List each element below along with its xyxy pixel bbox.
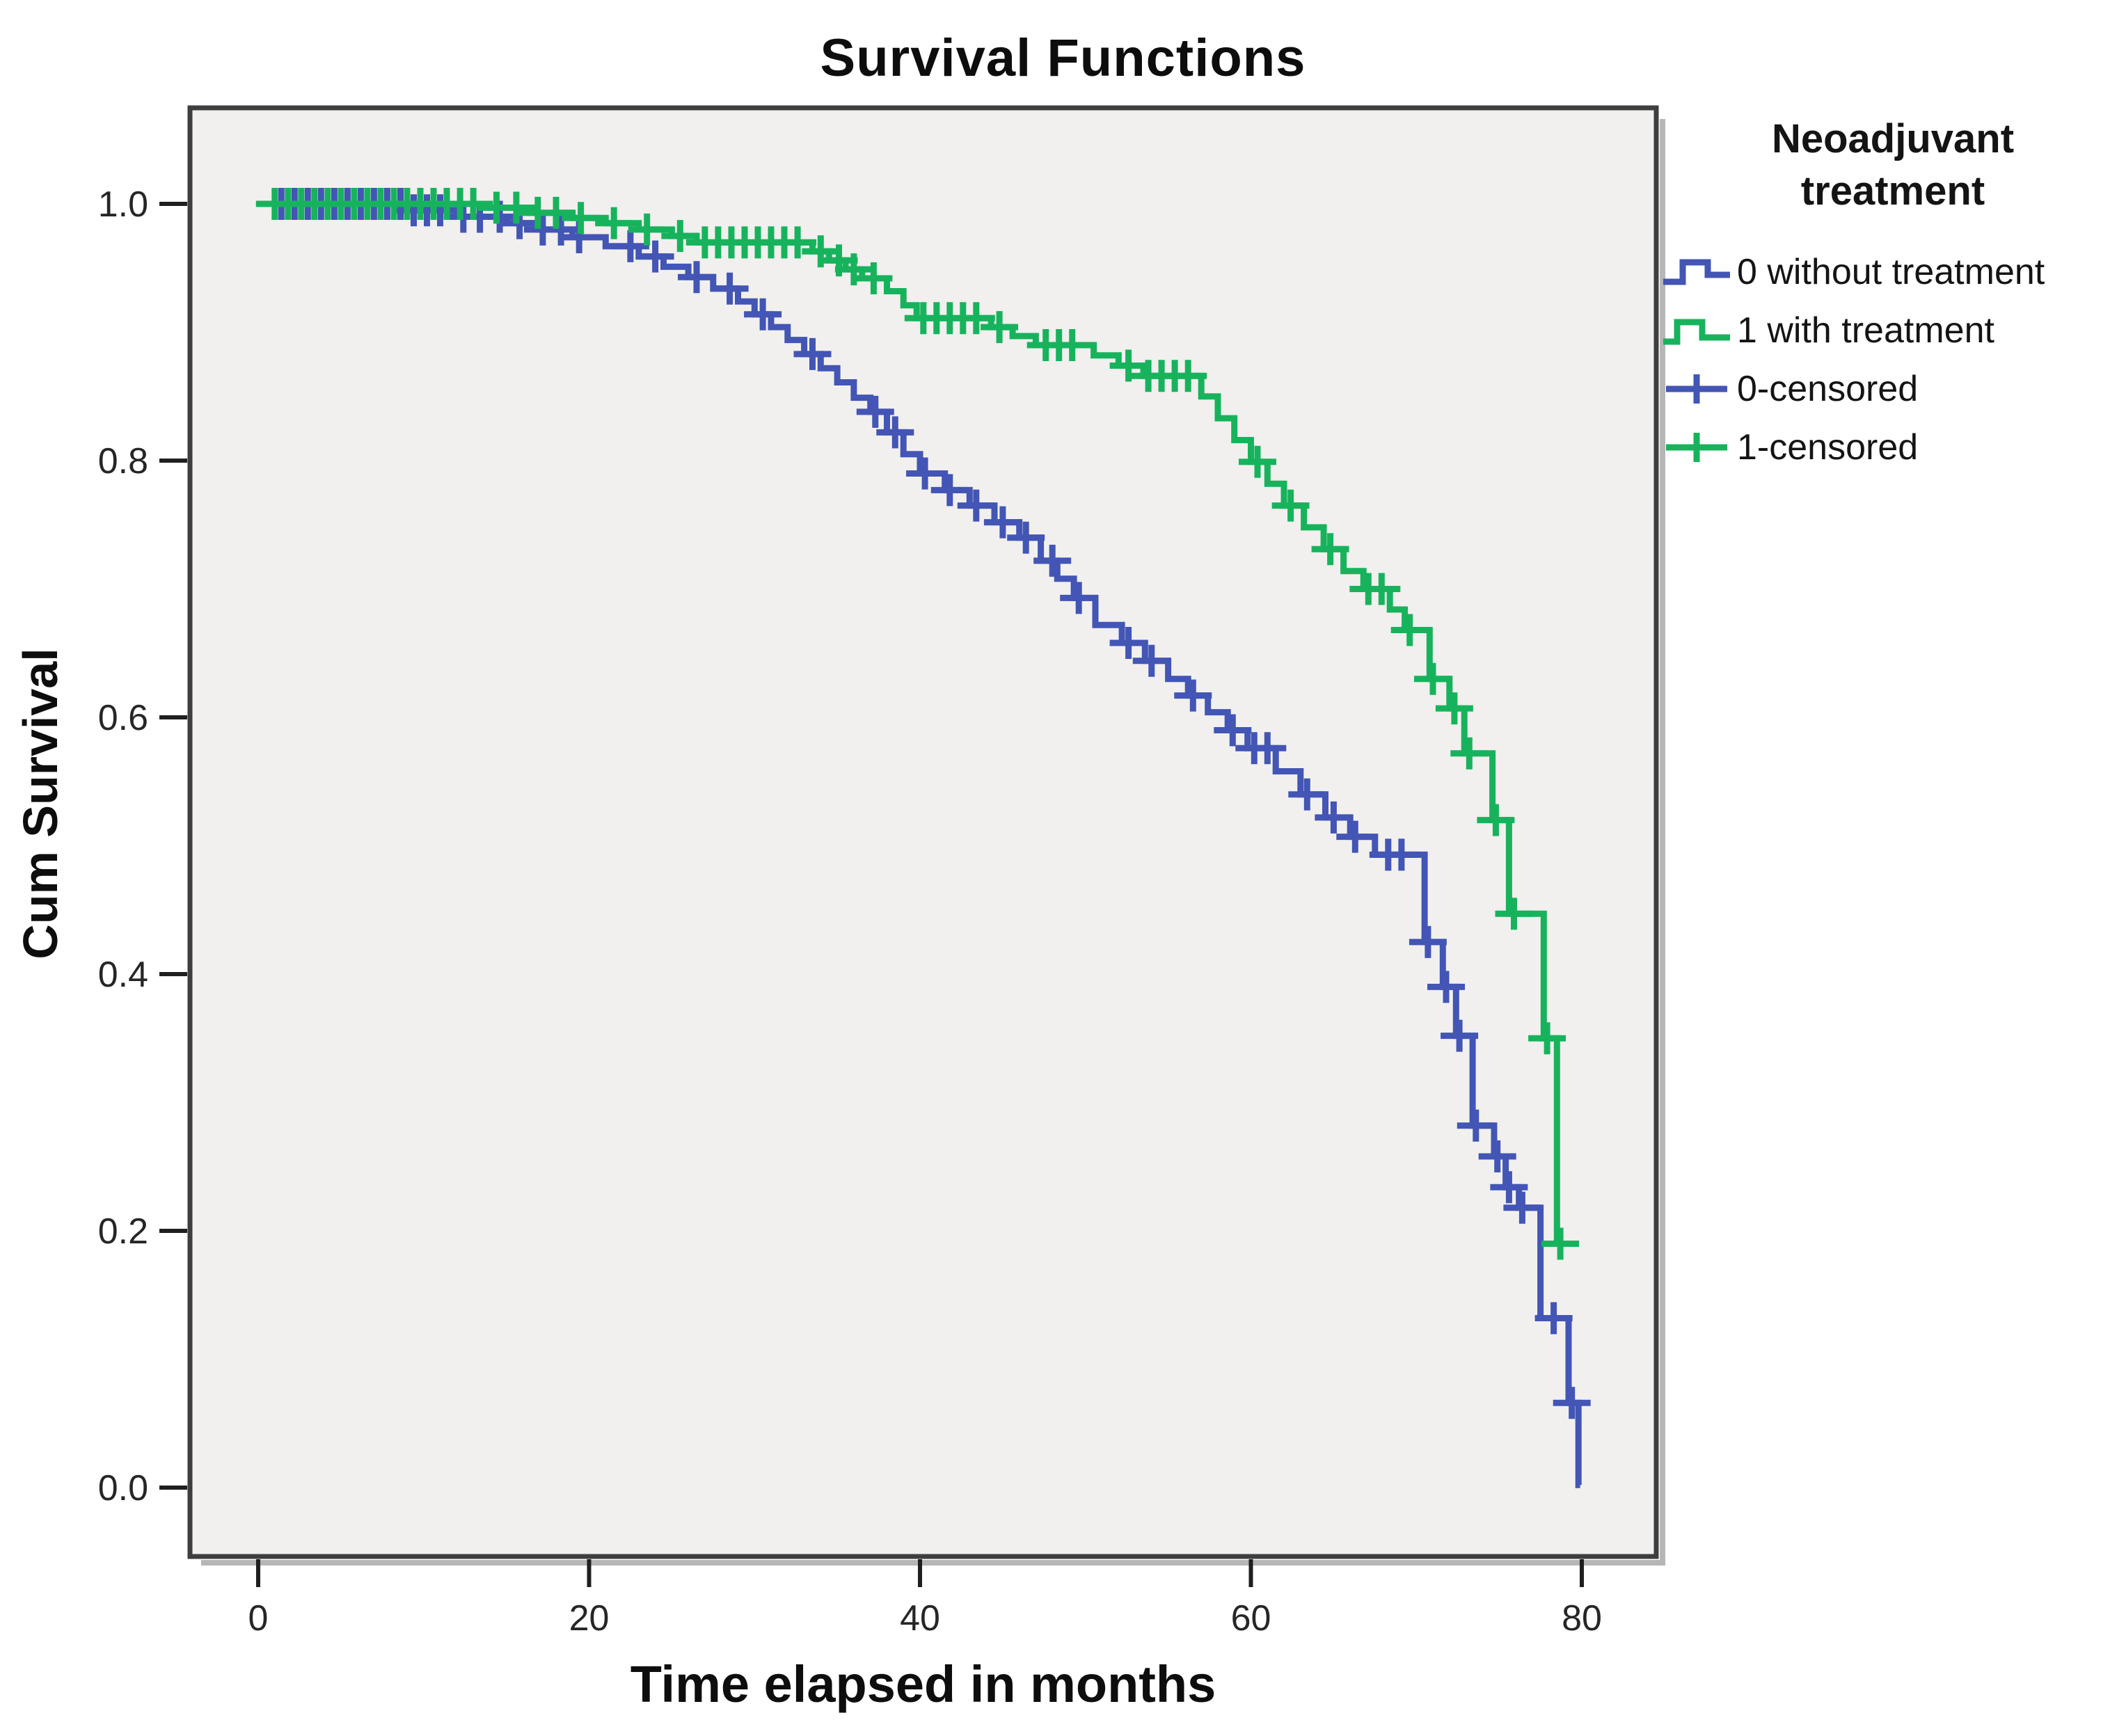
x-axis-ticks: 0 20 40 60 80 bbox=[248, 1559, 1602, 1639]
y-tick-label: 1.0 bbox=[98, 184, 148, 225]
x-tick-label: 40 bbox=[900, 1598, 940, 1639]
legend-item-with-treatment: 1 with treatment bbox=[1662, 310, 2124, 351]
frame-shadow bbox=[201, 119, 1665, 1566]
plus-icon bbox=[1666, 374, 1727, 404]
x-tick-label: 20 bbox=[569, 1598, 610, 1639]
y-tick-label: 0.8 bbox=[98, 441, 148, 481]
plot-frame bbox=[187, 105, 1659, 1559]
plus-icon bbox=[1666, 432, 1727, 462]
legend-title-line1: Neoadjuvant bbox=[1771, 116, 2015, 161]
legend: Neoadjuvant treatment 0 without treatmen… bbox=[1662, 113, 2124, 468]
legend-items: 0 without treatment 1 with treatment 0-c… bbox=[1662, 251, 2124, 468]
x-axis-title: Time elapsed in months bbox=[630, 1655, 1216, 1713]
y-tick-label: 0.0 bbox=[98, 1468, 148, 1508]
legend-title-line2: treatment bbox=[1800, 168, 1985, 214]
legend-item-1-censored: 1-censored bbox=[1662, 427, 2124, 468]
y-tick-label: 0.2 bbox=[98, 1211, 148, 1252]
legend-item-label: 0 without treatment bbox=[1737, 251, 2045, 292]
x-tick-label: 80 bbox=[1562, 1598, 1602, 1639]
y-tick-label: 0.6 bbox=[98, 698, 148, 738]
y-tick-label: 0.4 bbox=[98, 955, 148, 995]
chart-title: Survival Functions bbox=[820, 29, 1306, 88]
step-line-icon bbox=[1663, 319, 1730, 345]
plot-background bbox=[190, 108, 1656, 1556]
censor-marks-1 bbox=[255, 188, 1580, 1260]
y-axis-ticks: 0.0 0.2 0.4 0.6 0.8 1.0 bbox=[98, 184, 187, 1508]
legend-item-label: 1-censored bbox=[1737, 427, 1919, 468]
legend-item-label: 1 with treatment bbox=[1737, 310, 1994, 351]
legend-item-without-treatment: 0 without treatment bbox=[1662, 251, 2124, 293]
legend-item-label: 0-censored bbox=[1737, 368, 1919, 409]
x-tick-label: 60 bbox=[1231, 1598, 1271, 1639]
legend-title: Neoadjuvant treatment bbox=[1662, 113, 2124, 218]
x-tick-label: 0 bbox=[248, 1598, 269, 1639]
legend-item-0-censored: 0-censored bbox=[1662, 368, 2124, 410]
step-line-icon bbox=[1663, 259, 1730, 285]
